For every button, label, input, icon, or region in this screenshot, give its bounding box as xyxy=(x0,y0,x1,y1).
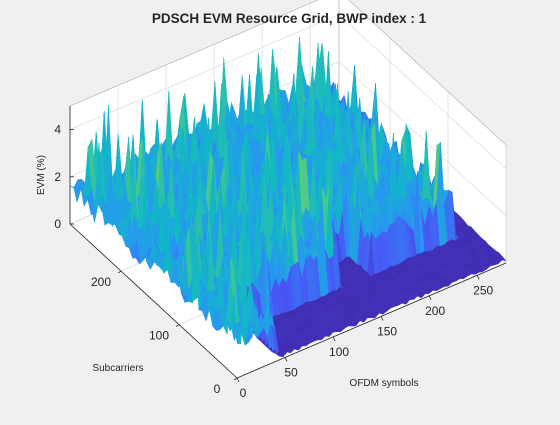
grid-line-z xyxy=(69,14,340,130)
evm-surface xyxy=(69,37,507,358)
y-tick-label: 200 xyxy=(91,275,111,289)
surface-patch xyxy=(498,256,507,261)
y-axis-label: Subcarriers xyxy=(92,363,143,374)
x-tick-label: 50 xyxy=(284,365,298,379)
z-tick-label: 2 xyxy=(54,170,61,184)
axis-lines xyxy=(69,106,507,383)
x-tick-label: 150 xyxy=(377,324,397,338)
x-tick-label: 200 xyxy=(425,304,445,318)
tick-labels: 0 50 100 150 200 250 0 100 200 0 2 4 xyxy=(54,123,493,400)
x-axis-label: OFDM symbols xyxy=(350,378,419,389)
y-axis-line xyxy=(69,223,238,379)
x-tick-label: 0 xyxy=(240,386,247,400)
chart-title: PDSCH EVM Resource Grid, BWP index : 1 xyxy=(152,11,427,26)
y-tick-label: 100 xyxy=(149,329,169,343)
z-tick-label: 0 xyxy=(54,217,61,231)
y-tick xyxy=(175,324,180,327)
grid-line-z xyxy=(338,14,507,169)
x-tick xyxy=(380,316,384,321)
x-tick-label: 250 xyxy=(473,283,493,297)
x-tick xyxy=(284,357,288,362)
z-tick-label: 4 xyxy=(54,123,61,137)
x-axis-line xyxy=(236,262,507,379)
x-tick xyxy=(332,336,336,342)
x-tick xyxy=(236,377,240,383)
y-tick xyxy=(117,270,122,274)
y-tick xyxy=(233,377,238,381)
x-tick xyxy=(476,275,480,280)
z-axis-label: EVM (%) xyxy=(36,155,47,195)
grid-line-z xyxy=(338,61,507,217)
x-tick-label: 100 xyxy=(329,345,349,359)
y-tick-label: 0 xyxy=(214,382,221,396)
x-tick xyxy=(428,295,432,301)
